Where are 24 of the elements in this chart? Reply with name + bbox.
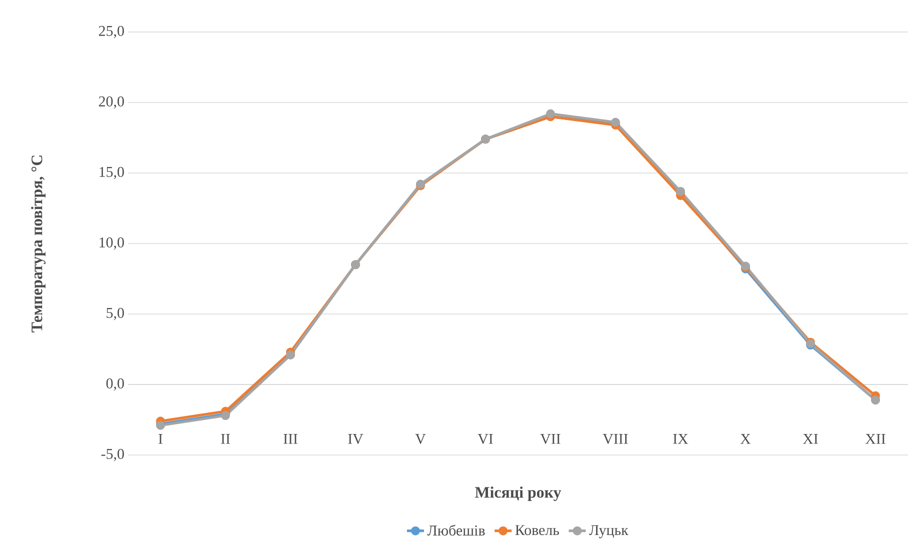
- x-tick-label: VI: [478, 434, 493, 444]
- x-tick-label: IV: [348, 434, 364, 444]
- x-tick-label: II: [221, 434, 230, 444]
- x-tick-label: VII: [540, 434, 560, 444]
- y-tick-label: 0,0: [106, 378, 124, 391]
- y-tick-label: 20,0: [98, 96, 124, 109]
- y-tick-label: 10,0: [100, 237, 124, 250]
- legend-label: Любешів: [427, 524, 485, 536]
- x-tick-label: XII: [865, 434, 886, 444]
- y-tick-label: 15,0: [100, 166, 124, 180]
- x-tick-label: V: [415, 434, 426, 444]
- x-tick-label: X: [740, 434, 751, 444]
- x-tick-label: VIII: [602, 434, 628, 444]
- x-tick-label: I: [158, 434, 162, 444]
- y-axis-title: Температура повітря, °C: [31, 156, 46, 332]
- x-tick-label: III: [284, 434, 298, 444]
- x-tick-label: XI: [802, 434, 818, 444]
- y-tick-label: 5,0: [106, 308, 124, 320]
- x-tick-label: IX: [673, 434, 688, 444]
- legend-label: Луцьк: [589, 525, 628, 538]
- y-tick-label: 25,0: [98, 26, 124, 38]
- x-axis-title: Місяці року: [475, 486, 562, 502]
- legend-label: Ковель: [515, 525, 560, 536]
- y-tick-label: -5,0: [101, 448, 124, 462]
